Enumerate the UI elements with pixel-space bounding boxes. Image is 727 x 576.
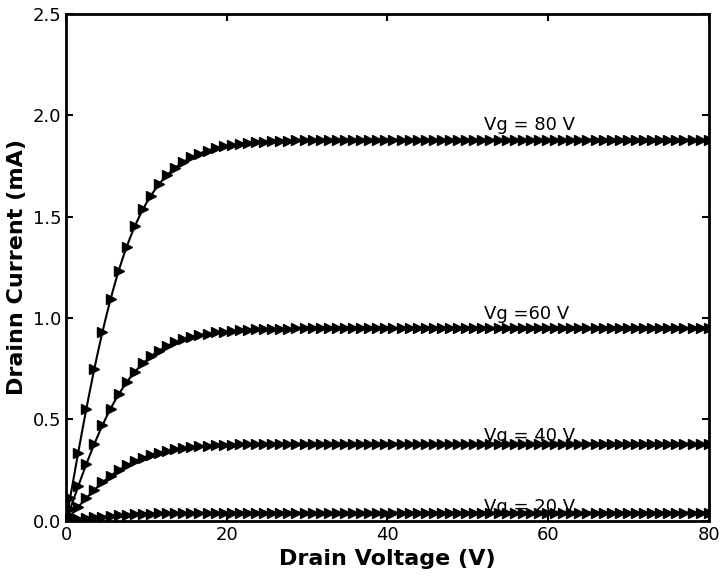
- Y-axis label: Drainn Current (mA): Drainn Current (mA): [7, 139, 27, 395]
- Text: Vg = 40 V: Vg = 40 V: [484, 426, 575, 445]
- X-axis label: Drain Voltage (V): Drain Voltage (V): [279, 549, 496, 569]
- Text: Vg = 80 V: Vg = 80 V: [484, 116, 575, 134]
- Text: Vg =60 V: Vg =60 V: [484, 305, 569, 323]
- Text: Vg = 20 V: Vg = 20 V: [484, 498, 575, 517]
